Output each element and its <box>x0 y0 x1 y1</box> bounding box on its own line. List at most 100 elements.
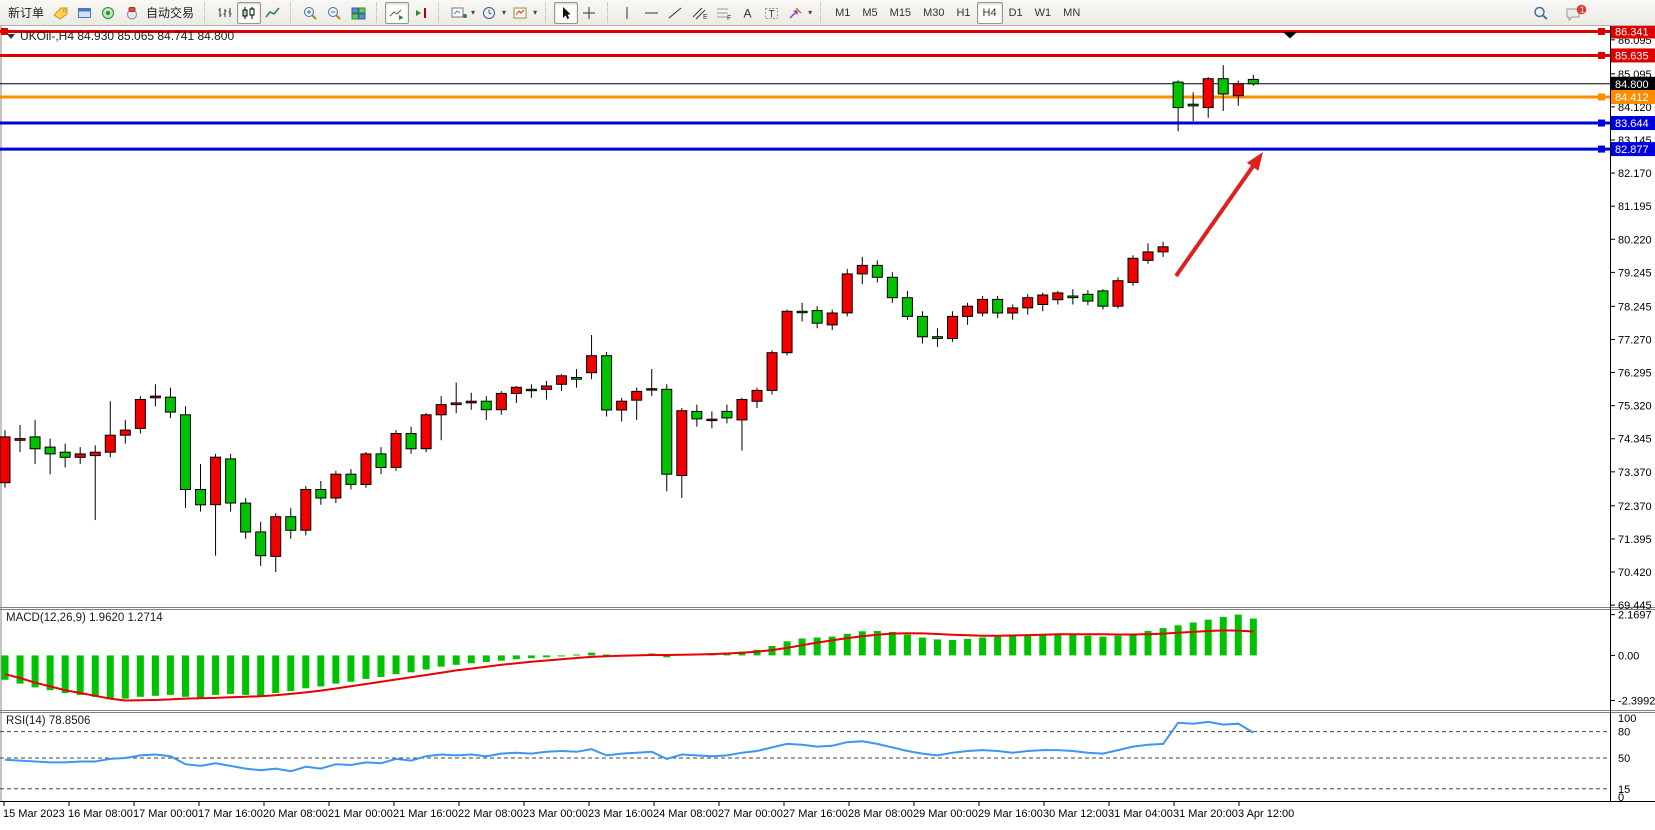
equidistant-channel-button[interactable]: E <box>688 2 712 24</box>
indicators-button[interactable]: ▾ <box>447 2 478 24</box>
vertical-line-button[interactable] <box>616 2 640 24</box>
market-watch-button[interactable] <box>73 2 97 24</box>
candle-body <box>646 388 658 391</box>
candle-body <box>495 392 507 411</box>
price-tick-label: 74.345 <box>1618 434 1652 446</box>
candle-body <box>1247 78 1259 85</box>
horizontal-line-button[interactable] <box>640 2 664 24</box>
candle-body <box>676 410 688 477</box>
templates-button[interactable]: ▾ <box>509 2 540 24</box>
main-toolbar: 新订单 自动交易 ▾ ▾ ▾ E F A T ▾ M1 M5 M15 M30 H1 H4 D1 W1 MN 1 <box>0 0 1655 26</box>
line-chart-icon <box>265 7 280 17</box>
signals-button[interactable] <box>97 2 121 24</box>
bar-chart-button[interactable] <box>213 2 237 24</box>
search-button[interactable] <box>1529 2 1553 24</box>
candle-body <box>195 489 207 506</box>
candle-body <box>510 386 522 394</box>
candle-body <box>345 473 357 485</box>
text-label-button[interactable]: T <box>760 2 784 24</box>
rsi-tick-label: 80 <box>1618 727 1630 739</box>
time-tick-label: 31 Mar 20:00 <box>1173 808 1238 820</box>
chart-background <box>0 26 1655 830</box>
line-handle[interactable] <box>1598 51 1605 59</box>
candle-body <box>59 451 71 458</box>
auto-scroll-button[interactable] <box>385 1 410 24</box>
candle-body <box>1187 103 1199 107</box>
period-button-d1[interactable]: D1 <box>1008 6 1023 19</box>
svg-text:T: T <box>769 9 775 20</box>
period-button-m1[interactable]: M1 <box>835 6 851 19</box>
text-button[interactable]: A <box>736 2 760 24</box>
line-chart-button[interactable] <box>261 2 285 24</box>
period-button-w1[interactable]: W1 <box>1034 6 1052 19</box>
period-button-m5[interactable]: M5 <box>862 6 878 19</box>
candle-body <box>796 310 808 314</box>
period-button-m15[interactable]: M15 <box>889 6 912 19</box>
candle-body <box>811 310 823 324</box>
line-handle[interactable] <box>1598 145 1605 153</box>
autotrade-icon <box>127 6 138 19</box>
candle-body <box>1232 83 1244 97</box>
chart-shift-button[interactable] <box>409 2 433 24</box>
candle-body <box>1022 297 1034 309</box>
autotrade-button[interactable]: 自动交易 <box>121 2 199 24</box>
period-button-h1[interactable]: H1 <box>956 6 971 19</box>
period-button-m30[interactable]: M30 <box>923 6 945 19</box>
candle-body <box>14 438 26 441</box>
down-triangle-marker[interactable] <box>1283 32 1297 39</box>
candle-body <box>706 418 718 422</box>
price-tick-label: 79.245 <box>1618 267 1652 279</box>
text-label-icon: T <box>765 7 779 20</box>
trend-arrow-annotation[interactable] <box>1174 152 1263 278</box>
rsi-tick-label: 100 <box>1618 713 1636 725</box>
periods-clock-icon <box>483 6 496 19</box>
chart-window-button[interactable] <box>49 2 73 24</box>
candle-body <box>375 453 387 468</box>
fibonacci-button[interactable]: F <box>712 2 736 24</box>
line-handle[interactable] <box>1598 27 1605 35</box>
period-button-mn[interactable]: MN <box>1063 6 1081 19</box>
templates-icon <box>513 7 527 18</box>
price-tick-label: 75.320 <box>1618 401 1652 413</box>
time-tick-label: 23 Mar 16:00 <box>588 808 653 820</box>
time-tick-label: 27 Mar 00:00 <box>718 808 783 820</box>
candle-body <box>270 516 282 557</box>
time-tick-label: 3 Apr 12:00 <box>1238 808 1294 820</box>
pane-separators[interactable] <box>0 607 1655 802</box>
candlestick-chart-button[interactable] <box>237 1 262 24</box>
price-badge-label: 85.635 <box>1615 50 1649 62</box>
period-button-h4[interactable]: H4 <box>976 1 1003 24</box>
macd-title: MACD(12,26,9) 1.9620 1.2714 <box>6 612 163 624</box>
line-handle[interactable] <box>1598 93 1605 101</box>
rsi-title: RSI(14) 78.8506 <box>6 715 90 727</box>
price-tick-label: 69.445 <box>1618 600 1652 612</box>
new-order-button[interactable]: 新订单 <box>3 2 49 24</box>
toolbar-separator <box>438 2 445 23</box>
trendline-button[interactable] <box>664 2 688 24</box>
candle-body <box>992 298 1004 314</box>
zoom-in-button[interactable] <box>299 2 323 24</box>
candle-body <box>390 433 402 468</box>
toolbar-separator <box>545 2 552 23</box>
price-tick-label: 76.295 <box>1618 368 1652 380</box>
chart-title-dropdown-icon[interactable] <box>7 34 15 39</box>
line-handle[interactable] <box>1598 119 1605 127</box>
line-handle[interactable] <box>1 27 8 35</box>
crosshair-button[interactable] <box>578 2 602 24</box>
candle-body <box>480 400 492 411</box>
cursor-button[interactable] <box>554 1 579 24</box>
price-badge-label: 84.800 <box>1615 79 1649 91</box>
zoom-out-button[interactable] <box>323 2 347 24</box>
periods-button[interactable]: ▾ <box>478 2 509 24</box>
time-tick-label: 28 Mar 08:00 <box>848 808 913 820</box>
tile-windows-button[interactable] <box>347 2 371 24</box>
candlestick-chart-icon <box>242 6 255 19</box>
candle-body <box>300 489 312 531</box>
candle-body <box>766 352 778 391</box>
candle-body <box>255 531 267 557</box>
macd-tick-label: 0.00 <box>1618 650 1639 662</box>
arrows-button[interactable]: ▾ <box>784 2 815 24</box>
notifications-button[interactable]: 1 <box>1561 2 1591 24</box>
